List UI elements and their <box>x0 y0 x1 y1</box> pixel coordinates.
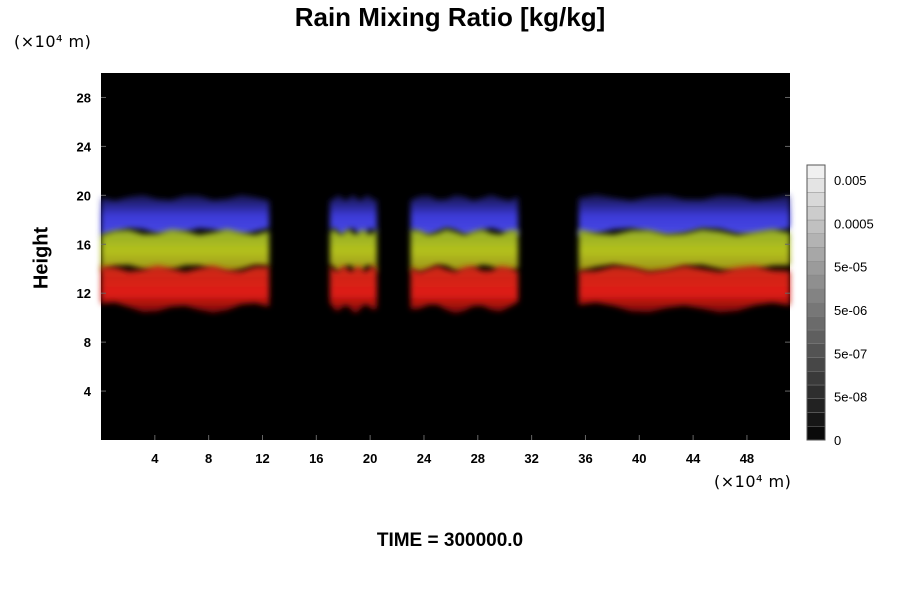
layer-blue-segment <box>329 194 377 236</box>
colorbar-swatch <box>806 357 826 372</box>
colorbar-swatch <box>806 219 826 234</box>
colorbar-label: 0.0005 <box>834 216 874 231</box>
precipitation-layers <box>101 194 790 314</box>
layer-blue-segment <box>410 194 519 236</box>
colorbar-label: 5e-05 <box>834 260 867 275</box>
colorbar-swatch <box>806 412 826 427</box>
x-tick-label: 8 <box>205 451 212 466</box>
layer-green-yellow-segment <box>329 229 377 273</box>
x-tick-label: 32 <box>524 451 538 466</box>
y-tick-label: 28 <box>77 90 91 105</box>
layer-blue-segment <box>101 194 270 236</box>
layer-red-segment <box>410 265 519 314</box>
x-tick-label: 24 <box>417 451 432 466</box>
y-tick-label: 20 <box>77 188 91 203</box>
x-tick-label: 16 <box>309 451 323 466</box>
y-axis-unit: (×10⁴ m) <box>14 32 92 51</box>
colorbar-swatch <box>806 329 826 344</box>
y-tick-label: 16 <box>77 237 91 252</box>
colorbar-swatch <box>806 274 826 289</box>
colorbar-swatch <box>806 371 826 386</box>
layer-blue-segment <box>578 194 790 236</box>
y-tick-label: 24 <box>77 139 92 154</box>
y-tick-label: 4 <box>84 384 92 399</box>
colorbar-frame <box>806 164 826 441</box>
x-ticks: 4 8 12 16 20 24 28 32 36 40 44 48 <box>151 435 754 466</box>
x-tick-label: 28 <box>471 451 485 466</box>
colorbar-swatch <box>806 384 826 399</box>
x-tick-label: 40 <box>632 451 646 466</box>
x-tick-label: 20 <box>363 451 377 466</box>
x-tick-label: 44 <box>686 451 701 466</box>
chart-title: Rain Mixing Ratio [kg/kg] <box>294 2 606 32</box>
layer-red-segment <box>578 265 790 313</box>
layer-blue <box>101 194 790 236</box>
x-tick-label: 12 <box>255 451 269 466</box>
colorbar-label: 5e-08 <box>834 390 867 405</box>
y-tick-label: 12 <box>77 286 91 301</box>
colorbar: 0.005 0.0005 5e-05 5e-06 5e-07 5e-08 0 <box>806 164 874 448</box>
colorbar-swatch <box>806 316 826 331</box>
layer-red-segment <box>101 265 270 313</box>
x-tick-label: 48 <box>740 451 754 466</box>
colorbar-swatch <box>806 302 826 317</box>
colorbar-swatch <box>806 164 826 179</box>
layer-green-yellow-segment <box>410 229 519 273</box>
colorbar-swatch <box>806 343 826 358</box>
colorbar-swatch <box>806 192 826 207</box>
layer-green-yellow <box>101 229 790 273</box>
colorbar-swatch <box>806 206 826 221</box>
colorbar-label: 0 <box>834 433 841 448</box>
x-axis-unit: (×10⁴ m) <box>714 472 792 491</box>
x-tick-label: 36 <box>578 451 592 466</box>
time-label: TIME = 300000.0 <box>376 530 524 551</box>
colorbar-swatch <box>806 261 826 276</box>
colorbar-swatch <box>806 398 826 413</box>
layer-green-yellow-segment <box>578 229 790 273</box>
colorbar-swatch <box>806 247 826 262</box>
colorbar-label: 5e-07 <box>834 346 867 361</box>
layer-green-yellow-segment <box>101 229 270 273</box>
colorbar-label: 5e-06 <box>834 303 867 318</box>
x-tick-label: 4 <box>151 451 159 466</box>
y-tick-label: 8 <box>84 335 91 350</box>
y-ticks: 4 8 12 16 20 24 28 <box>77 90 790 399</box>
colorbar-swatch <box>806 288 826 303</box>
colorbar-swatch <box>806 178 826 193</box>
colorbar-swatch <box>806 233 826 248</box>
layer-red <box>101 265 790 314</box>
colorbar-label: 0.005 <box>834 173 867 188</box>
layer-red-segment <box>329 265 377 313</box>
colorbar-swatch <box>806 426 826 441</box>
